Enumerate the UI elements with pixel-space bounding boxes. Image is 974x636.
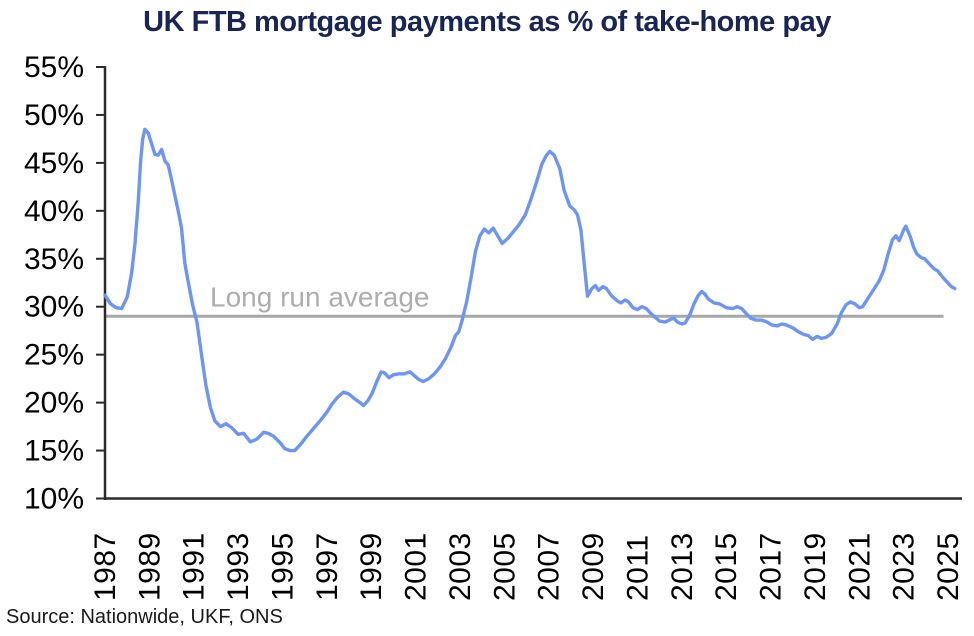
x-axis-tick-label: 2001 — [400, 532, 433, 601]
y-axis-tick-label: 50% — [24, 99, 84, 132]
y-axis-tick-label: 40% — [24, 195, 84, 228]
x-axis-tick-label: 2003 — [444, 532, 477, 601]
x-axis-tick-label: 2009 — [577, 532, 610, 601]
y-axis: 10% 15% 20% 25% 30% 35% 40% 45% 50% 55% — [24, 51, 105, 516]
x-axis-tick-label: 2019 — [799, 532, 832, 601]
x-axis-tick-label: 2005 — [488, 532, 521, 601]
y-axis-tick-label: 20% — [24, 387, 84, 420]
x-axis-tick-label: 2007 — [533, 532, 566, 601]
x-axis-tick-label: 1995 — [266, 532, 299, 601]
average-line-label: Long run average — [210, 281, 430, 312]
x-axis-tick-label: 2011 — [621, 534, 654, 601]
series-line — [103, 127, 957, 453]
y-axis-tick-label: 10% — [24, 483, 84, 516]
x-axis-tick-label: 1989 — [133, 532, 166, 601]
x-axis-tick-label: 2023 — [888, 532, 921, 601]
y-axis-tick-label: 35% — [24, 243, 84, 276]
source-note: Source: Nationwide, UKF, ONS — [6, 606, 283, 628]
x-axis-tick-label: 1987 — [89, 532, 122, 601]
y-axis-tick-label: 55% — [24, 51, 84, 84]
x-axis: 1987 1989 1991 1993 1995 1997 1999 2001 2003 2005… — [89, 532, 965, 601]
y-axis-tick-label: 15% — [24, 435, 84, 468]
x-axis-tick-label: 2025 — [932, 532, 965, 601]
x-axis-tick-label: 1999 — [355, 532, 388, 601]
x-axis-tick-label: 1993 — [222, 532, 255, 601]
y-axis-tick-label: 30% — [24, 291, 84, 324]
y-axis-tick-label: 45% — [24, 147, 84, 180]
chart-title: UK FTB mortgage payments as % of take-ho… — [143, 6, 831, 38]
y-axis-tick-label: 25% — [24, 339, 84, 372]
x-axis-tick-label: 1991 — [178, 532, 211, 601]
x-axis-tick-label: 2013 — [666, 532, 699, 601]
x-axis-tick-label: 2021 — [843, 532, 876, 601]
x-axis-tick-label: 2017 — [755, 532, 788, 601]
x-axis-tick-label: 1997 — [311, 532, 344, 601]
x-axis-tick-label: 2015 — [710, 532, 743, 601]
